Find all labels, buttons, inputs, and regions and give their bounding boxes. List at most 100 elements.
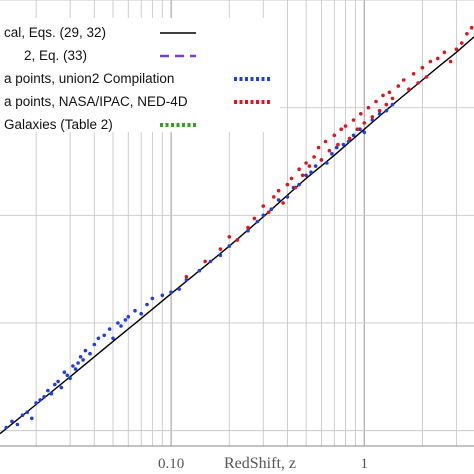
data-point [107, 327, 112, 331]
data-point [62, 370, 67, 375]
data-point [454, 47, 459, 51]
data-point [469, 25, 474, 30]
legend: cal, Eqs. (29, 32) 2, Eq. (33) a points,… [0, 18, 280, 132]
data-point [46, 388, 50, 393]
legend-label-3: a points, NASA/IPAC, NED-4D [4, 94, 188, 109]
x-axis-title: RedShift, z [224, 455, 296, 472]
data-point [92, 342, 97, 347]
data-point [123, 318, 128, 322]
data-point [381, 93, 385, 98]
data-point [323, 139, 328, 144]
data-point [49, 391, 54, 396]
data-point [34, 401, 38, 405]
data-point [374, 99, 378, 104]
data-point [38, 398, 42, 402]
data-point [25, 410, 30, 415]
data-point [341, 142, 346, 147]
data-point [281, 201, 285, 205]
data-point [377, 112, 382, 116]
data-point [203, 259, 207, 264]
data-point [377, 108, 382, 113]
data-point [218, 247, 223, 251]
data-point [102, 333, 106, 338]
x-tick-label: 0.10 [158, 456, 184, 472]
legend-label-0: cal, Eqs. (29, 32) [4, 25, 106, 40]
data-point [276, 198, 281, 202]
data-point [293, 185, 298, 190]
data-point [407, 87, 411, 91]
data-point [416, 81, 420, 85]
data-point [145, 302, 149, 307]
data-point [252, 216, 257, 221]
data-point [355, 127, 360, 131]
data-point [197, 268, 202, 273]
x-tick-label: 1 [361, 456, 369, 472]
data-point [218, 253, 223, 258]
data-point [116, 321, 120, 325]
data-point [336, 142, 340, 147]
data-point [88, 351, 92, 356]
data-point [119, 324, 123, 328]
data-point [307, 164, 312, 168]
data-point [261, 204, 266, 208]
legend-label-2: a points, union2 Compilation [4, 71, 174, 86]
x-tick-labels: 0.10 1 [158, 456, 368, 472]
data-point [346, 139, 351, 144]
data-point [111, 336, 115, 341]
data-point [297, 167, 301, 171]
data-point [390, 96, 395, 101]
data-point [285, 195, 290, 199]
data-point [396, 84, 401, 88]
data-point [420, 65, 425, 70]
data-point [460, 41, 464, 45]
data-point [448, 59, 453, 64]
data-point [339, 127, 344, 131]
data-point [81, 358, 85, 362]
data-point [384, 108, 389, 113]
data-point [269, 207, 274, 211]
data-point [184, 278, 189, 282]
data-point [370, 115, 375, 119]
data-point [300, 173, 305, 178]
data-point [83, 348, 88, 353]
data-point [73, 367, 78, 371]
data-point [289, 176, 294, 181]
data-point [139, 311, 143, 316]
data-point [208, 259, 213, 264]
data-point [313, 164, 318, 168]
data-point [227, 244, 232, 248]
data-point [327, 148, 332, 153]
data-point [235, 238, 240, 242]
data-point [56, 379, 60, 384]
data-point [266, 210, 271, 214]
data-point [401, 78, 406, 82]
data-point [370, 118, 375, 122]
data-point [4, 425, 8, 430]
data-point [68, 376, 72, 381]
data-point [359, 112, 363, 116]
data-point [390, 102, 395, 107]
data-point [362, 121, 367, 125]
data-point [358, 127, 362, 131]
data-point [272, 195, 276, 199]
data-point [10, 419, 14, 424]
data-point [424, 75, 429, 79]
data-point [261, 213, 266, 218]
data-point [76, 361, 80, 365]
data-point [332, 133, 337, 138]
data-point [126, 315, 131, 319]
legend-background [0, 18, 280, 132]
data-point [285, 182, 290, 187]
data-point [71, 364, 75, 368]
data-point [316, 145, 321, 150]
data-point [255, 219, 260, 224]
data-point [297, 182, 301, 187]
data-point [276, 188, 281, 193]
data-point [347, 136, 352, 141]
data-point [330, 152, 334, 156]
data-point [160, 293, 165, 298]
data-point [246, 225, 250, 230]
legend-label-4: Galaxies (Table 2) [4, 117, 113, 132]
data-point [325, 161, 329, 165]
